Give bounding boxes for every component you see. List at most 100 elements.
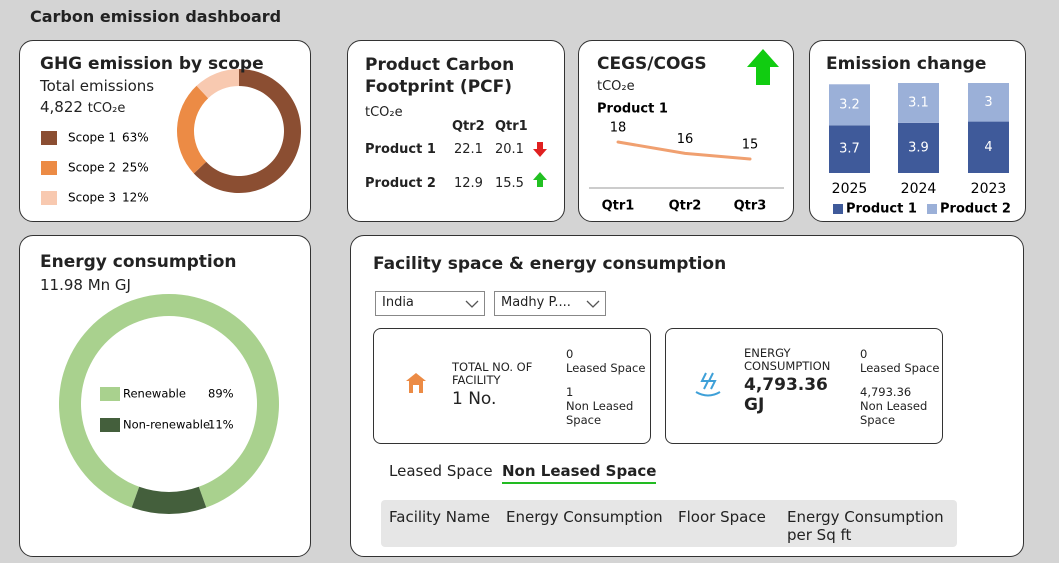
bar-segment [968, 83, 1009, 122]
ghg-card: Scope 1 63% Scope 2 25% Scope 3 12% GHG emiss… [19, 40, 311, 222]
state-dropdown[interactable]: Madhy P.... [494, 291, 606, 316]
chevron [465, 300, 479, 308]
unit: tCO₂e [365, 105, 403, 120]
x-tick-label: Qtr3 [734, 199, 767, 214]
legend-label: Scope 2 [68, 161, 116, 175]
chevron [586, 300, 600, 308]
bar-segment [898, 83, 939, 123]
ghg-donut: Scope 1 63% Scope 2 25% Scope 3 12% [41, 69, 301, 205]
x-tick-label: Qtr1 [602, 199, 635, 214]
bar-segment [968, 121, 1009, 173]
column-header: Energy Consumption per Sq ft [787, 508, 944, 544]
legend-label: Renewable [123, 387, 186, 401]
facility-count-card: TOTAL NO. OF FACILITY 1 No. 0 Leased Spa… [373, 328, 651, 444]
x-tick-label: 2023 [971, 181, 1007, 197]
row-label: Product 2 [365, 176, 436, 191]
legend-swatch [41, 161, 57, 175]
card-title: GHG emission by scope [40, 54, 264, 74]
up-arrow [533, 172, 547, 187]
dropdown-value: Madhy P.... [501, 295, 571, 310]
series-name: Product 1 [597, 102, 668, 117]
legend-label: Scope 1 [68, 131, 116, 145]
pcf-card: Product Carbon Footprint (PCF) tCO₂e Qtr… [347, 40, 565, 222]
unit: tCO₂e [597, 79, 635, 94]
leased-label: Leased Space [566, 361, 646, 375]
tab-active[interactable]: Non Leased Space [502, 462, 657, 484]
x-tick-label: Qtr2 [669, 199, 702, 214]
dashboard-title: Carbon emission dashboard [30, 7, 282, 26]
legend-value: 89% [208, 387, 234, 401]
data-label: 3 [984, 95, 992, 110]
donut-segment [58, 294, 279, 508]
kpi-value: 1 No. [452, 389, 497, 409]
legend-label: Scope 3 [68, 191, 116, 205]
up-arrow [747, 49, 779, 85]
column-header: Floor Space [678, 508, 766, 526]
card-title: Facility space & energy consumption [373, 254, 727, 274]
legend-swatch [833, 204, 843, 214]
legend-value: 11% [208, 418, 234, 432]
legend-label: Product 1 [846, 202, 917, 217]
country-dropdown[interactable]: India [375, 291, 485, 316]
total: 4,822 tCO₂e [40, 98, 125, 116]
leased-label: Leased Space [860, 361, 940, 375]
legend-swatch [927, 204, 937, 214]
down-arrow [533, 142, 547, 157]
leased-value: 0 [860, 347, 868, 361]
column-header: Qtr2 [452, 119, 485, 134]
x-tick-label: 2024 [901, 181, 937, 197]
bar-segment [898, 122, 939, 173]
emission-card: 3.7 3.2 2025 3.9 3.1 2024 4 3 2023 Product 1 Produ… [809, 40, 1026, 222]
bar-segment [829, 84, 870, 126]
row-label: Product 1 [365, 142, 436, 157]
legend-label: Non-renewable [123, 418, 210, 432]
cell: 20.1 [495, 142, 524, 157]
energy-icon [695, 372, 721, 397]
card-title: Emission change [826, 54, 987, 74]
column-header: Qtr1 [495, 119, 528, 134]
dropdown-value: India [382, 295, 414, 310]
kpi-label: ENERGY CONSUMPTION [744, 346, 831, 373]
energy-card: Renewable 89% Non-renewable 11% Energy cons… [19, 235, 311, 557]
total-value: 4,822 [40, 98, 83, 116]
kpi-value: 4,793.36 GJ [744, 375, 828, 415]
card-title: Product Carbon Footprint (PCF) [365, 55, 515, 97]
data-label: 4 [984, 140, 992, 155]
tab[interactable]: Leased Space [389, 462, 493, 480]
column-header: Facility Name [389, 508, 490, 526]
card-title: Energy consumption [40, 252, 237, 272]
legend-swatch [100, 387, 120, 401]
trend-arrows [533, 142, 547, 187]
legend-swatch [41, 131, 57, 145]
non-leased-value: 4,793.36 [860, 385, 912, 399]
cell: 22.1 [454, 142, 483, 157]
legend-swatch [100, 418, 120, 432]
cegs-card: Qtr1 Qtr2 Qtr3 Product 1 18 16 15 CEGS/COGS tC… [578, 40, 794, 222]
cell: 15.5 [495, 176, 524, 191]
data-label: 18 [610, 121, 627, 136]
total: 11.98 Mn GJ [40, 276, 131, 294]
legend-value: 12% [122, 191, 149, 205]
non-leased-label: Non Leased Space [860, 399, 928, 427]
non-leased-value: 1 [566, 385, 574, 399]
card-title: CEGS/COGS [597, 54, 707, 74]
legend-swatch [41, 191, 57, 205]
facility-card: Facility space & energy consumption Indi… [350, 235, 1024, 557]
cell: 12.9 [454, 176, 483, 191]
bar-segment [829, 125, 870, 173]
donut-segment [196, 69, 239, 99]
legend-value: 25% [122, 161, 149, 175]
unit: tCO₂e [87, 101, 126, 116]
legend-label: Product 2 [940, 202, 1011, 217]
cegs-line-chart: Qtr1 Qtr2 Qtr3 Product 1 18 16 15 [589, 49, 784, 214]
donut-segment [176, 85, 209, 174]
house-icon [406, 373, 426, 393]
donut-segment [193, 69, 301, 193]
line [616, 140, 752, 161]
leased-value: 0 [566, 347, 574, 361]
data-label: 3.9 [908, 140, 929, 155]
table-header: Facility Name Energy Consumption Floor S… [381, 500, 957, 547]
energy-kpi-card: ENERGY CONSUMPTION 4,793.36 GJ 0 Leased … [665, 328, 943, 444]
